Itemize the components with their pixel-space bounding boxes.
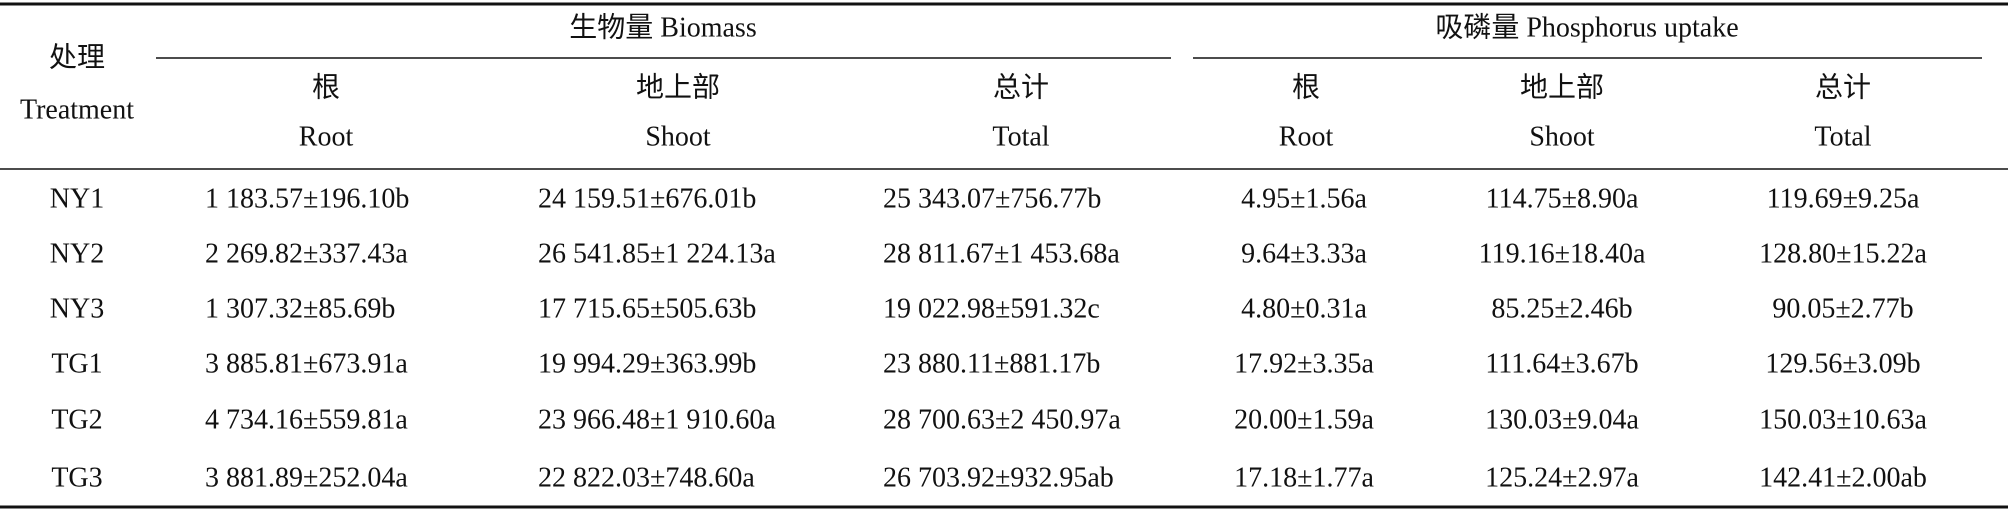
column-header: Total <box>992 121 1049 152</box>
cell: 142.41±2.00ab <box>1759 462 1927 493</box>
cell: 17.18±1.77a <box>1234 462 1374 493</box>
row-label: NY1 <box>50 183 104 214</box>
cell: 19 994.29±363.99b <box>538 348 756 379</box>
cell: 22 822.03±748.60a <box>538 462 755 493</box>
cell: 1 183.57±196.10b <box>205 183 409 214</box>
cell: 125.24±2.97a <box>1485 462 1639 493</box>
cell: 129.56±3.09b <box>1765 348 1920 379</box>
cell: 19 022.98±591.32c <box>883 293 1100 324</box>
cell: 128.80±15.22a <box>1759 238 1927 269</box>
cell: 20.00±1.59a <box>1234 404 1374 435</box>
column-header: Root <box>299 121 354 152</box>
column-header: 根 <box>1292 71 1320 103</box>
column-header: Total <box>1814 121 1871 152</box>
cell: 3 881.89±252.04a <box>205 462 408 493</box>
column-header: Root <box>1279 121 1334 152</box>
column-header: 地上部 <box>636 71 720 103</box>
row-label: TG3 <box>51 462 102 493</box>
column-header: 总计 <box>1815 71 1871 103</box>
cell: 4.95±1.56a <box>1241 183 1367 214</box>
cell: 90.05±2.77b <box>1772 293 1913 324</box>
column-header: Shoot <box>645 121 711 152</box>
group-header: 生物量 Biomass <box>569 11 756 43</box>
group-header: 吸磷量 Phosphorus uptake <box>1435 11 1738 43</box>
cell: 2 269.82±337.43a <box>205 238 408 269</box>
corner-label: 处理 <box>49 41 105 73</box>
cell: 26 703.92±932.95ab <box>883 462 1114 493</box>
cell: 3 885.81±673.91a <box>205 348 408 379</box>
corner-label: Treatment <box>20 94 134 125</box>
cell: 4.80±0.31a <box>1241 293 1367 324</box>
cell: 85.25±2.46b <box>1491 293 1632 324</box>
cell: 23 966.48±1 910.60a <box>538 404 776 435</box>
row-label: TG2 <box>51 404 102 435</box>
cell: 24 159.51±676.01b <box>538 183 756 214</box>
cell: 1 307.32±85.69b <box>205 293 395 324</box>
cell: 25 343.07±756.77b <box>883 183 1101 214</box>
cell: 114.75±8.90a <box>1486 183 1639 214</box>
cell: 111.64±3.67b <box>1485 348 1638 379</box>
cell: 119.69±9.25a <box>1767 183 1920 214</box>
column-header: 根 <box>312 71 340 103</box>
cell: 17.92±3.35a <box>1234 348 1374 379</box>
column-header: 地上部 <box>1520 71 1604 103</box>
row-label: NY2 <box>50 238 104 269</box>
row-label: TG1 <box>51 348 102 379</box>
column-header: 总计 <box>993 71 1049 103</box>
cell: 150.03±10.63a <box>1759 404 1927 435</box>
column-header: Shoot <box>1529 121 1595 152</box>
cell: 9.64±3.33a <box>1241 238 1367 269</box>
cell: 4 734.16±559.81a <box>205 404 408 435</box>
cell: 23 880.11±881.17b <box>883 348 1100 379</box>
row-label: NY3 <box>50 293 104 324</box>
cell: 28 811.67±1 453.68a <box>883 238 1120 269</box>
cell: 119.16±18.40a <box>1479 238 1646 269</box>
cell: 17 715.65±505.63b <box>538 293 756 324</box>
cell: 130.03±9.04a <box>1485 404 1639 435</box>
cell: 26 541.85±1 224.13a <box>538 238 776 269</box>
cell: 28 700.63±2 450.97a <box>883 404 1121 435</box>
